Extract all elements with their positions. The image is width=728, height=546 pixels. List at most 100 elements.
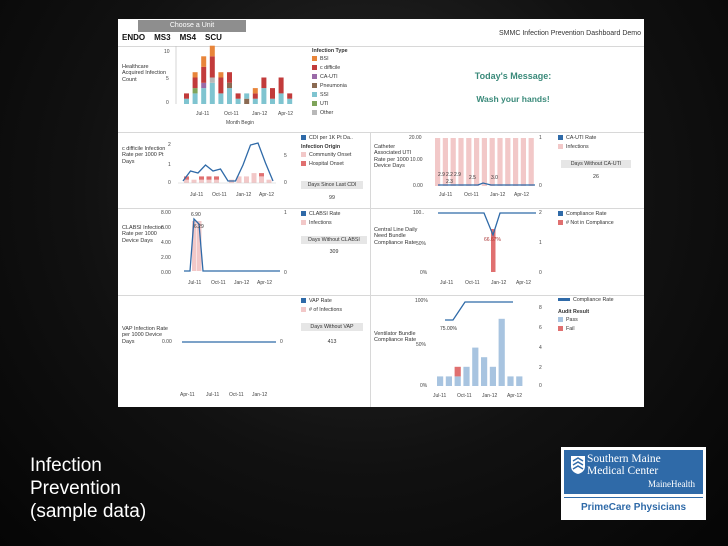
hai-bar-segment [252, 98, 258, 104]
clabsi-ytick: 0.00 [161, 270, 171, 276]
clabsi-bar [192, 221, 197, 271]
central-legend: Compliance Rate # Not in Compliance [558, 210, 614, 228]
cdiff-y2tick: 0 [284, 180, 287, 186]
unit-ms3[interactable]: MS3 [154, 33, 171, 42]
choose-unit-button[interactable]: Choose a Unit [138, 20, 246, 32]
cauti-rate-line [438, 182, 535, 186]
vent-bar-pass [498, 318, 505, 386]
hai-bar-segment [192, 93, 198, 104]
cauti-legend: CA-UTI Rate Infections [558, 134, 596, 152]
hai-bar-segment [192, 77, 198, 89]
clabsi-days-label: Days Without CLABSI [301, 236, 367, 244]
hai-bar-segment [227, 82, 232, 89]
vap-chart [182, 341, 276, 343]
legend-item-cauti-rate[interactable]: CA-UTI Rate [558, 134, 596, 143]
cauti-ytick: 0.00 [413, 183, 423, 189]
cdiff-label: c difficile Infection Rate per 1000 Pt D… [122, 146, 166, 165]
clabsi-bar [197, 221, 202, 271]
cdiff-bar-community [244, 176, 249, 183]
cdiff-bar-community [191, 179, 197, 183]
unit-scu[interactable]: SCU [205, 33, 222, 42]
legend-item-pneumonia[interactable]: Pneumonia [312, 82, 348, 91]
clabsi-ytick: 8.00 [161, 210, 171, 216]
hai-bar-segment [244, 93, 250, 99]
cauti-bar [450, 138, 456, 186]
cdiff-xtick: Jan-12 [236, 192, 252, 198]
legend-title: Audit Result [558, 309, 590, 315]
legend-item-bsi[interactable]: BSI [312, 55, 348, 64]
vent-ytick: 50% [416, 342, 427, 348]
central-xtick: Jul-11 [440, 280, 454, 286]
ventilator-chart: 75.00% [437, 301, 523, 386]
legend-item-cauti[interactable]: CA-UTI [312, 73, 348, 82]
hai-chart [175, 45, 293, 104]
legend-item-ssi[interactable]: SSI [312, 91, 348, 100]
legend-item-clabsi-rate[interactable]: CLABSI Rate [301, 210, 341, 219]
hai-bar-segment [201, 88, 207, 104]
hai-bar-segment [287, 93, 293, 99]
cauti-bar [505, 138, 511, 186]
legend-item-compliance[interactable]: Compliance Rate [558, 210, 614, 219]
vent-data-label: 75.00% [440, 326, 458, 332]
vap-days-value: 413 [327, 339, 337, 345]
cauti-ytick: 20.00 [409, 135, 422, 141]
vap-y2tick: 0 [280, 339, 283, 345]
cauti-bar [520, 138, 526, 186]
cdiff-legend: CDI per 1K Pt Da.. Infection Origin Comm… [301, 134, 353, 169]
cdiff-bar-community [214, 179, 219, 183]
legend-item-not-compliant[interactable]: # Not in Compliance [558, 219, 614, 228]
cauti-data-label: 2.5 [469, 175, 476, 181]
cdi-days-label: Days Since Last CDI [301, 181, 363, 189]
legend-item-uti[interactable]: UTI [312, 100, 348, 109]
central-y2tick: 1 [539, 240, 542, 246]
cdiff-bar-community [251, 173, 257, 183]
ventilator-legend: Compliance Rate Audit Result Pass Fail [558, 296, 614, 334]
cauti-data-label: 2.2 [446, 172, 453, 178]
cdiff-bar-community [266, 179, 272, 183]
cauti-xtick: Oct-11 [464, 192, 479, 198]
vent-bar-pass [489, 366, 496, 386]
hai-bar-segment [184, 98, 189, 104]
legend-item-cdi-rate[interactable]: CDI per 1K Pt Da.. [301, 134, 353, 143]
logo-banner: Southern Maine Medical Center MaineHealt… [564, 450, 703, 494]
cdiff-bar-hospital [199, 176, 204, 180]
legend-item-infections[interactable]: Infections [558, 143, 596, 152]
clabsi-xtick: Jul-11 [188, 280, 202, 286]
vent-y2tick: 2 [539, 365, 542, 371]
legend-item-pass[interactable]: Pass [558, 316, 614, 325]
cdiff-ytick: 0 [168, 180, 171, 186]
hai-bar-segment [218, 77, 224, 94]
cdiff-xtick: Apr-12 [259, 192, 275, 198]
vent-ytick: 100% [415, 298, 428, 304]
cdiff-bar-hospital [184, 176, 189, 180]
caption-line: (sample data) [30, 501, 147, 522]
cauti-data-label: 2.9 [438, 172, 445, 178]
central-xtick: Apr-12 [516, 280, 532, 286]
central-y2tick: 2 [539, 210, 542, 216]
legend-item-cdiff[interactable]: c difficile [312, 64, 348, 73]
legend-item-infections[interactable]: # of Infections [301, 306, 342, 315]
unit-ms4[interactable]: MS4 [179, 33, 197, 42]
legend-item-fail[interactable]: Fail [558, 325, 614, 334]
clabsi-label: CLABSI Infection Rate per 1000 Device Da… [122, 225, 164, 244]
dashboard-panel: Choose a Unit ENDO MS3 MS4 SCU SMMC Infecti… [118, 19, 644, 407]
vent-xtick: Apr-12 [507, 393, 523, 399]
cauti-xtick: Jul-11 [439, 192, 453, 198]
clabsi-chart: 6.90 6.29 [184, 212, 280, 272]
unit-endo[interactable]: ENDO [122, 33, 146, 42]
hai-bar-segment [261, 77, 267, 89]
legend-item-hospital[interactable]: Hospital Onset [301, 160, 353, 169]
legend-item-compliance[interactable]: Compliance Rate [558, 296, 614, 305]
legend-item-infections[interactable]: Infections [301, 219, 341, 228]
legend-item-vap-rate[interactable]: VAP Rate [301, 297, 342, 306]
cdiff-xtick: Jul-11 [190, 192, 204, 198]
cauti-bar [466, 138, 472, 186]
legend-item-community[interactable]: Community Onset [301, 151, 353, 160]
cauti-data-label: 3.0 [491, 175, 498, 181]
clabsi-y2tick: 1 [284, 210, 287, 216]
hai-bar-segment [201, 56, 207, 67]
legend-item-other[interactable]: Other [312, 109, 348, 118]
hai-bar-segment [227, 88, 232, 104]
cdiff-bar-hospital [214, 176, 219, 180]
cdiff-chart [178, 142, 276, 184]
